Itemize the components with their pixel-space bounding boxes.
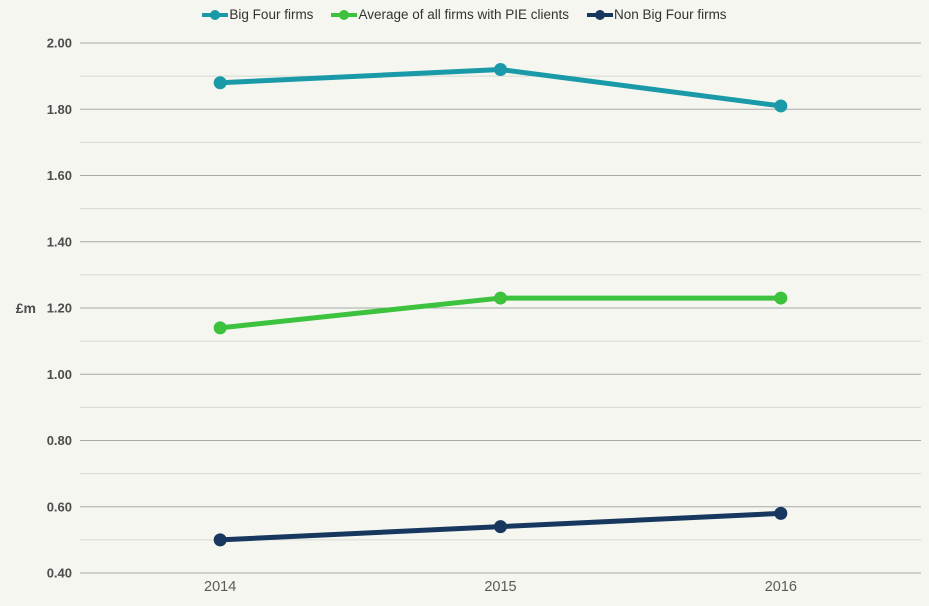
data-point-marker [774, 291, 788, 305]
legend-item-label: Non Big Four firms [614, 7, 727, 22]
x-tick-label: 2016 [765, 579, 797, 595]
data-point-marker [494, 291, 507, 305]
data-point-marker [774, 506, 788, 520]
data-point-marker [774, 99, 788, 113]
legend-item-label: Average of all firms with PIE clients [358, 7, 570, 22]
y-tick-label: 1.60 [47, 168, 72, 183]
x-tick-label: 2014 [204, 579, 236, 595]
data-point-marker [213, 321, 227, 335]
x-tick-label: 2015 [484, 579, 516, 595]
legend-item[interactable]: Big Four firms [202, 7, 313, 22]
y-tick-label: 0.80 [47, 433, 72, 448]
y-axis-title: £m [16, 300, 36, 316]
chart-legend: Big Four firms Average of all firms with … [0, 7, 929, 22]
legend-line-marker-icon [202, 9, 229, 20]
y-tick-label: 1.00 [47, 367, 72, 382]
legend-item[interactable]: Non Big Four firms [587, 7, 727, 22]
data-point-marker [494, 520, 507, 534]
y-tick-label: 2.00 [47, 36, 72, 51]
legend-item[interactable]: Average of all firms with PIE clients [331, 7, 569, 22]
data-point-marker [494, 63, 507, 76]
y-tick-label: 1.20 [47, 301, 72, 316]
legend-item-label: Big Four firms [229, 7, 314, 22]
y-tick-label: 1.40 [47, 234, 72, 249]
legend-line-marker-icon [587, 9, 614, 20]
data-point-marker [213, 533, 227, 547]
y-tick-label: 1.80 [47, 102, 72, 117]
legend-line-marker-icon [331, 9, 358, 20]
y-tick-label: 0.40 [47, 566, 72, 581]
data-point-marker [213, 76, 227, 90]
y-tick-label: 0.60 [47, 499, 72, 514]
